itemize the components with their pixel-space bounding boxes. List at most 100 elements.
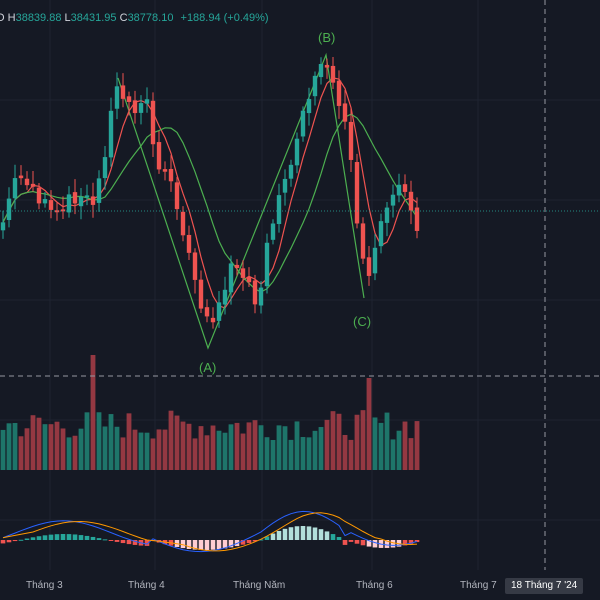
macd-histogram-bar bbox=[294, 526, 300, 540]
volume-bar bbox=[282, 426, 288, 470]
volume-bar bbox=[360, 410, 366, 470]
macd-histogram-bar bbox=[42, 535, 48, 540]
volume-bar bbox=[378, 422, 384, 470]
candle-body bbox=[234, 264, 240, 269]
macd-histogram-bar bbox=[282, 528, 288, 540]
volume-pane bbox=[0, 355, 420, 470]
macd-histogram-bar bbox=[192, 540, 198, 550]
volume-bar bbox=[36, 417, 42, 470]
candle-body bbox=[240, 268, 246, 278]
ohlc-c-value: 38778.10 bbox=[127, 12, 174, 24]
volume-bar bbox=[306, 437, 312, 470]
candle-body bbox=[24, 178, 30, 186]
macd-histogram-bar bbox=[330, 534, 336, 540]
wave-label-b: (B) bbox=[318, 30, 335, 45]
volume-bar bbox=[324, 419, 330, 470]
volume-bar bbox=[342, 434, 348, 470]
macd-histogram-bar bbox=[210, 540, 216, 550]
ma-slow-line bbox=[2, 113, 418, 293]
candle-body bbox=[0, 222, 6, 231]
wave-label-a: (A) bbox=[199, 360, 216, 375]
volume-bar bbox=[66, 437, 72, 470]
wave-path bbox=[117, 52, 365, 350]
candle-body bbox=[198, 279, 204, 309]
macd-histogram-bar bbox=[390, 540, 396, 548]
volume-bar bbox=[372, 417, 378, 470]
macd-histogram-bar bbox=[0, 540, 6, 544]
candle-body bbox=[402, 184, 408, 192]
candle-body bbox=[276, 195, 282, 225]
macd-histogram-bar bbox=[102, 539, 108, 541]
candle-body bbox=[300, 110, 306, 137]
ohlc-h-value: 38839.88 bbox=[15, 12, 62, 24]
candle-body bbox=[30, 183, 36, 187]
macd-histogram-bar bbox=[300, 526, 306, 540]
volume-bar bbox=[240, 433, 246, 470]
volume-bar bbox=[222, 432, 228, 470]
macd-histogram-bar bbox=[90, 536, 96, 540]
volume-bar bbox=[18, 436, 24, 470]
macd-histogram-bar bbox=[126, 540, 132, 545]
macd-histogram-bar bbox=[180, 540, 186, 549]
candle-body bbox=[384, 207, 390, 223]
candle-body bbox=[102, 157, 108, 179]
volume-bar bbox=[402, 421, 408, 470]
candle-body bbox=[84, 195, 90, 198]
volume-bar bbox=[60, 428, 66, 470]
volume-bar bbox=[12, 422, 18, 470]
candle-body bbox=[378, 221, 384, 247]
macd-histogram-bar bbox=[186, 540, 192, 549]
candle-body bbox=[360, 223, 366, 259]
candle-body bbox=[78, 196, 84, 207]
macd-histogram-bar bbox=[222, 540, 228, 549]
macd-histogram-bar bbox=[60, 534, 66, 540]
ohlc-c-label: C bbox=[119, 12, 128, 24]
macd-histogram-bar bbox=[288, 527, 294, 540]
candle-body bbox=[228, 263, 234, 293]
candle-body bbox=[282, 178, 288, 193]
macd-histogram-bar bbox=[132, 540, 138, 545]
volume-bar bbox=[216, 430, 222, 470]
macd-histogram-bar bbox=[30, 537, 36, 540]
candle-body bbox=[372, 247, 378, 274]
candle-body bbox=[336, 80, 342, 106]
macd-histogram-bar bbox=[318, 529, 324, 540]
time-axis[interactable]: Tháng 3 Tháng 4 Tháng Năm Tháng 6 Tháng … bbox=[26, 580, 497, 591]
volume-bar bbox=[258, 425, 264, 470]
macd-histogram-bar bbox=[402, 540, 408, 546]
volume-bar bbox=[204, 435, 210, 470]
volume-bar bbox=[192, 438, 198, 470]
macd-histogram-bar bbox=[198, 540, 204, 550]
volume-bar bbox=[162, 429, 168, 470]
candle-body bbox=[156, 142, 162, 170]
candle-body bbox=[48, 200, 54, 210]
month-label-5: Tháng Năm bbox=[233, 580, 285, 591]
macd-histogram-bar bbox=[312, 527, 318, 540]
volume-bar bbox=[264, 437, 270, 470]
macd-histogram-bar bbox=[36, 536, 42, 540]
candles bbox=[0, 57, 420, 329]
candle-body bbox=[162, 169, 168, 172]
macd-histogram-bar bbox=[54, 534, 60, 540]
macd-histogram-bar bbox=[354, 540, 360, 544]
macd-pane bbox=[0, 510, 420, 553]
candle-body bbox=[186, 234, 192, 253]
macd-histogram-bar bbox=[372, 540, 378, 548]
candle-body bbox=[60, 209, 66, 212]
candle-body bbox=[192, 252, 198, 280]
candle-body bbox=[330, 65, 336, 83]
ohlc-l-label: L bbox=[64, 12, 71, 24]
candle-body bbox=[306, 99, 312, 114]
macd-histogram-bar bbox=[324, 531, 330, 540]
candle-body bbox=[258, 287, 264, 306]
volume-bar bbox=[396, 430, 402, 470]
moving-averages bbox=[2, 77, 418, 309]
wave-lines bbox=[117, 52, 365, 350]
candle-body bbox=[66, 194, 72, 213]
candle-body bbox=[324, 64, 330, 68]
volume-bar bbox=[354, 414, 360, 470]
candle-body bbox=[96, 178, 102, 203]
candle-body bbox=[180, 211, 186, 236]
volume-bar bbox=[144, 432, 150, 470]
